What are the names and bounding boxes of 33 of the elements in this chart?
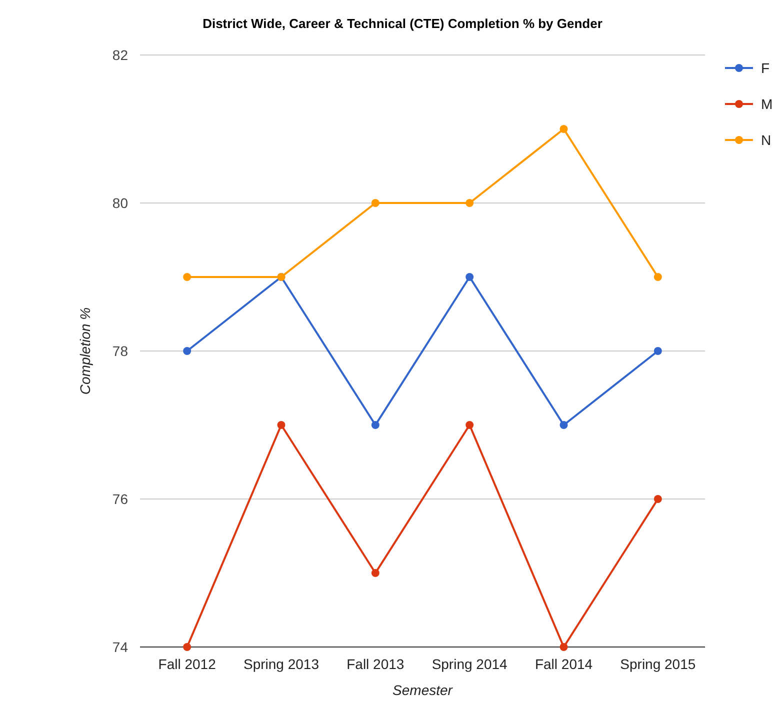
point	[371, 569, 380, 577]
x-tick-label: Spring 2015	[620, 656, 696, 672]
y-tick-label: 82	[112, 46, 128, 63]
point	[277, 421, 286, 429]
point	[654, 347, 662, 355]
point	[654, 273, 662, 281]
point	[371, 199, 380, 207]
x-tick-label: Spring 2013	[243, 656, 320, 672]
x-axis-title: Semester	[392, 682, 454, 698]
point	[654, 495, 662, 503]
point	[371, 421, 380, 429]
x-tick-label: Fall 2014	[534, 656, 593, 672]
point	[466, 421, 474, 429]
point	[560, 421, 568, 429]
y-axis-title: Completion %	[77, 307, 93, 395]
y-tick-label: 78	[112, 342, 128, 359]
chart-title: District Wide, Career & Technical (CTE) Completion % by Gender	[202, 16, 602, 31]
x-tick-label: Spring 2014	[432, 656, 508, 672]
point	[560, 643, 568, 651]
point	[183, 643, 192, 651]
x-tick-label: Fall 2013	[346, 656, 404, 672]
point	[466, 273, 474, 281]
point	[183, 347, 192, 355]
legend-label: N	[761, 132, 772, 148]
y-tick-label: 76	[112, 490, 128, 507]
x-tick-label: Fall 2012	[158, 656, 216, 672]
legend-label: M	[761, 96, 773, 112]
y-tick-label: 80	[112, 194, 128, 211]
legend-label: F	[761, 60, 770, 76]
y-tick-label: 74	[112, 638, 128, 655]
point	[183, 273, 192, 281]
point	[466, 199, 474, 207]
point	[560, 125, 568, 133]
